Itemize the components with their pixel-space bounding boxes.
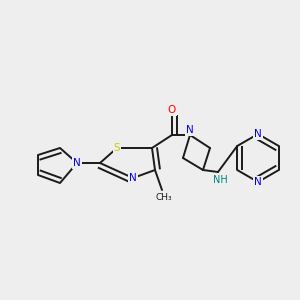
Text: N: N [129,173,137,183]
Text: N: N [254,129,262,139]
Text: N: N [254,177,262,187]
Text: O: O [168,105,176,115]
Text: CH₃: CH₃ [156,194,172,202]
Text: N: N [73,158,81,168]
Text: NH: NH [213,175,227,185]
Text: N: N [186,125,194,135]
Text: S: S [114,143,120,153]
